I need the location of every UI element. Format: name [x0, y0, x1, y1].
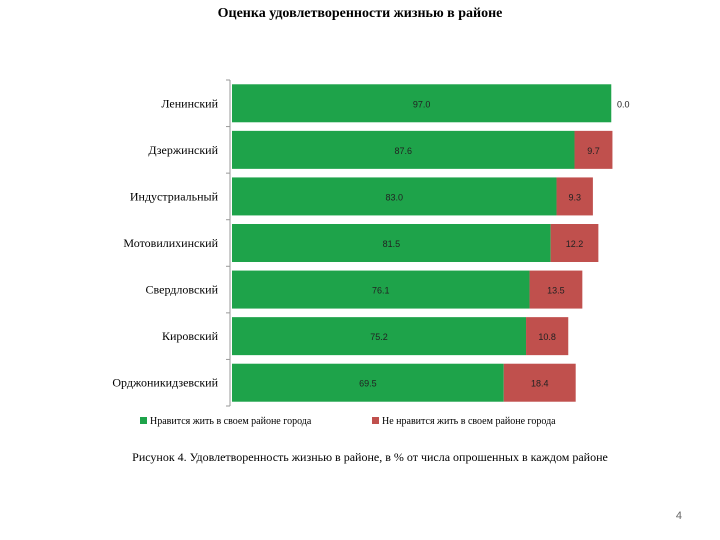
bar-likes — [232, 224, 551, 262]
value-label-likes: 75.2 — [370, 332, 388, 342]
category-label: Мотовилихинский — [123, 236, 218, 250]
bar-likes — [232, 270, 530, 309]
bar-likes — [232, 130, 575, 169]
category-label: Дзержинский — [148, 143, 218, 157]
category-label: Орджоникидзевский — [112, 376, 218, 390]
bar-likes — [232, 84, 612, 123]
category-label: Свердловский — [146, 283, 219, 297]
bar-dislikes — [526, 317, 569, 356]
value-label-likes: 81.5 — [383, 239, 401, 249]
value-label-likes: 69.5 — [359, 379, 377, 389]
legend-swatch — [140, 417, 147, 424]
category-label: Ленинский — [161, 96, 218, 110]
chart-title: Оценка удовлетворенности жизнью в районе — [217, 6, 503, 21]
legend-label: Нравится жить в своем районе города — [150, 416, 312, 427]
value-label-likes: 76.1 — [372, 286, 390, 296]
legend-label: Не нравится жить в своем районе города — [382, 416, 556, 427]
bar-dislikes — [556, 177, 593, 216]
value-label-likes: 83.0 — [385, 192, 403, 202]
value-label-dislikes: 0.0 — [617, 99, 630, 109]
bar-likes — [232, 317, 527, 356]
category-label: Кировский — [162, 329, 219, 343]
legend-swatch — [372, 417, 379, 424]
value-label-dislikes: 12.2 — [566, 239, 584, 249]
value-label-likes: 87.6 — [394, 146, 412, 156]
value-label-dislikes: 13.5 — [547, 286, 565, 296]
category-label: Индустриальный — [130, 189, 219, 203]
value-label-dislikes: 18.4 — [531, 379, 549, 389]
bar-likes — [232, 363, 504, 402]
bar-dislikes — [529, 270, 583, 309]
value-label-dislikes: 9.7 — [587, 146, 600, 156]
value-label-dislikes: 10.8 — [538, 332, 556, 342]
bar-likes — [232, 177, 557, 216]
bar-dislikes — [550, 224, 599, 262]
value-label-dislikes: 9.3 — [568, 192, 581, 202]
chart-area: Ленинский 97.0 0.0 Дзержинский 87.6 9.7 Индуст… — [112, 79, 630, 427]
bar-dislikes — [503, 363, 576, 402]
bar-dislikes — [574, 130, 613, 169]
page-number: 4 — [675, 510, 682, 522]
value-label-likes: 97.0 — [413, 99, 431, 109]
figure-caption: Рисунок 4. Удовлетворенность жизнью в ра… — [132, 450, 608, 464]
